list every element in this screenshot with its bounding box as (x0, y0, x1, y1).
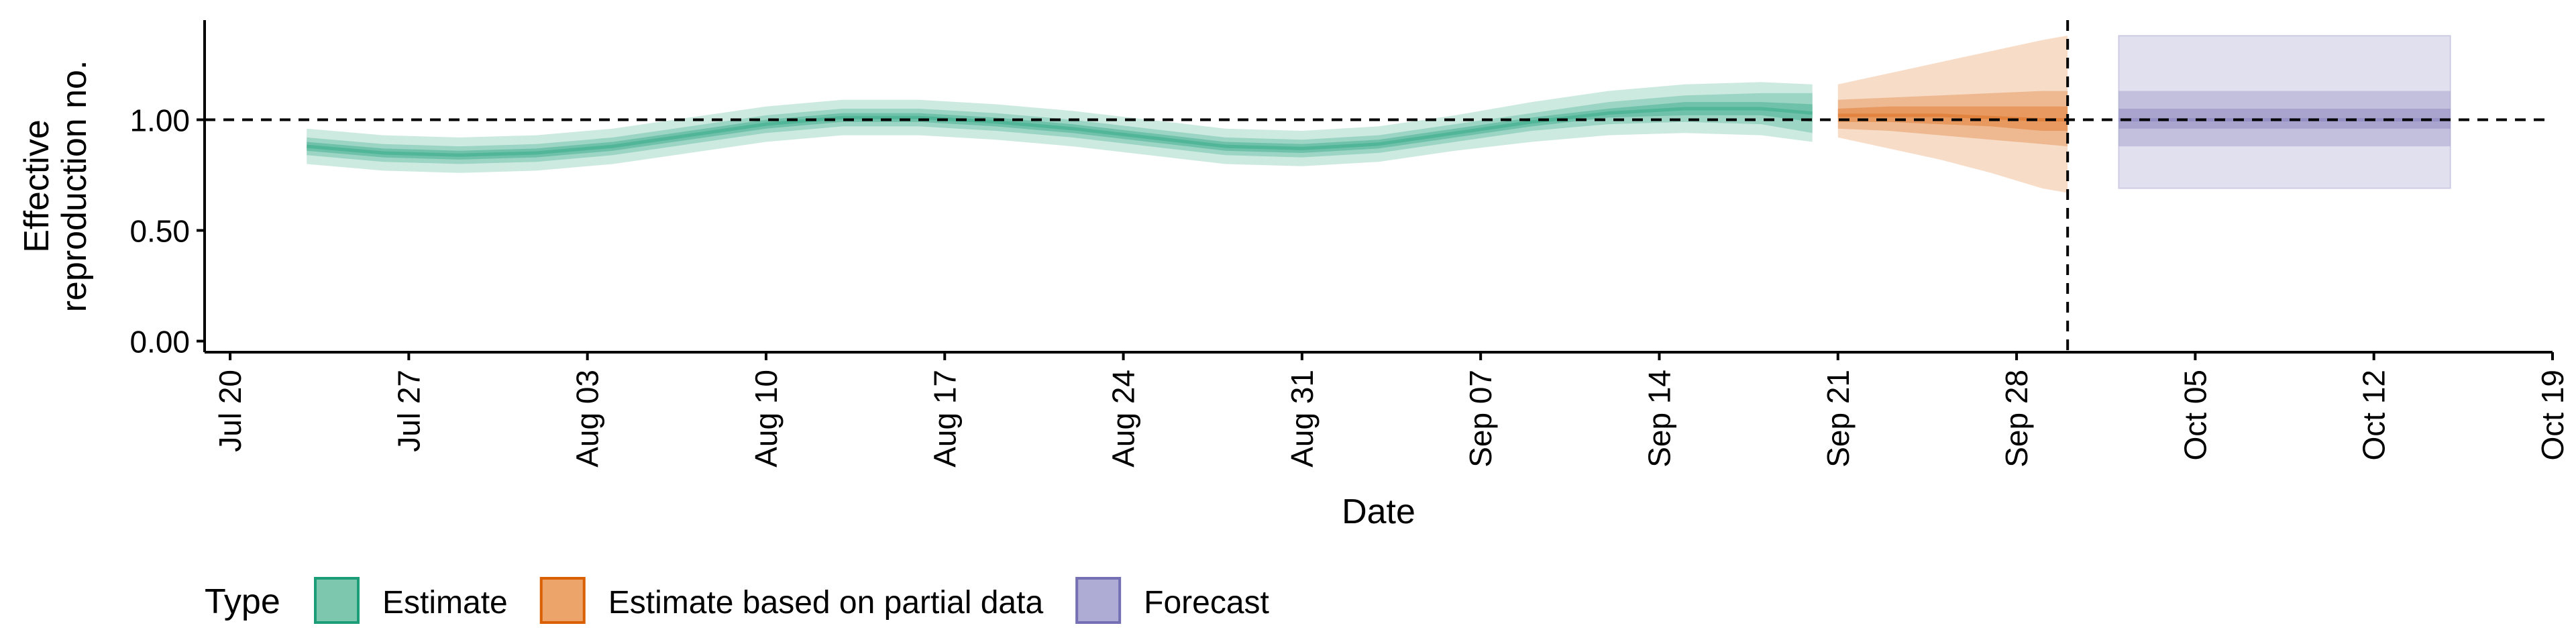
x-tick-label: Sep 07 (1463, 370, 1498, 468)
estimate-band-inner (307, 102, 1813, 160)
x-tick-label: Jul 27 (391, 370, 426, 452)
legend-label-estimate: Estimate (382, 585, 508, 621)
y-axis-title-line-1: Effective (17, 119, 56, 252)
legend-key-estimate (314, 577, 360, 624)
reference-lines (205, 20, 2553, 352)
x-tick-label: Aug 24 (1106, 370, 1141, 468)
ribbon-layer (306, 35, 2451, 193)
x-tick-label: Oct 12 (2357, 370, 2392, 461)
forecast-band-middle (2118, 91, 2451, 147)
x-axis-title: Date (1342, 492, 1415, 531)
axes: 0.00 0.50 1.00 Jul 20 Jul 27 Aug 03 Aug 10 Aug … (129, 20, 2570, 468)
x-tick-label: Aug 03 (570, 370, 605, 468)
x-tick-label: Aug 17 (927, 370, 962, 468)
x-tick-label: Sep 28 (1999, 370, 2034, 468)
x-tick-label: Oct 19 (2535, 370, 2570, 461)
y-tick-label: 0.00 (129, 325, 190, 360)
legend-label-forecast: Forecast (1144, 585, 1269, 621)
legend-key-forecast (1075, 577, 1122, 624)
forecast-band-outer (2118, 35, 2451, 189)
x-tick-label: Aug 31 (1285, 370, 1320, 468)
forecast-band-inner (2118, 109, 2451, 129)
estimate-band-outer (307, 82, 1813, 173)
x-tick-label: Oct 05 (2178, 370, 2212, 461)
x-tick-label: Sep 21 (1821, 370, 1856, 468)
estimate-band-middle (307, 93, 1813, 164)
y-tick-label: 0.50 (129, 214, 190, 249)
y-tick-label: 1.00 (129, 103, 190, 138)
x-tick-label: Sep 14 (1642, 370, 1676, 468)
legend-label-estimate-based-on-partial-data: Estimate based on partial data (608, 585, 1044, 621)
estimate-based-on-partial-data-band-outer (1837, 36, 2068, 193)
estimate-median-line (306, 107, 1813, 157)
y-axis-title-line-2: reproduction no. (55, 60, 94, 313)
legend: Type Estimate Estimate based on partial d… (205, 577, 1269, 624)
x-tick-label: Jul 20 (213, 370, 248, 452)
legend-key-estimate-based-on-partial-data (539, 577, 586, 624)
x-tick-label: Aug 10 (749, 370, 784, 468)
legend-title: Type (205, 582, 280, 621)
